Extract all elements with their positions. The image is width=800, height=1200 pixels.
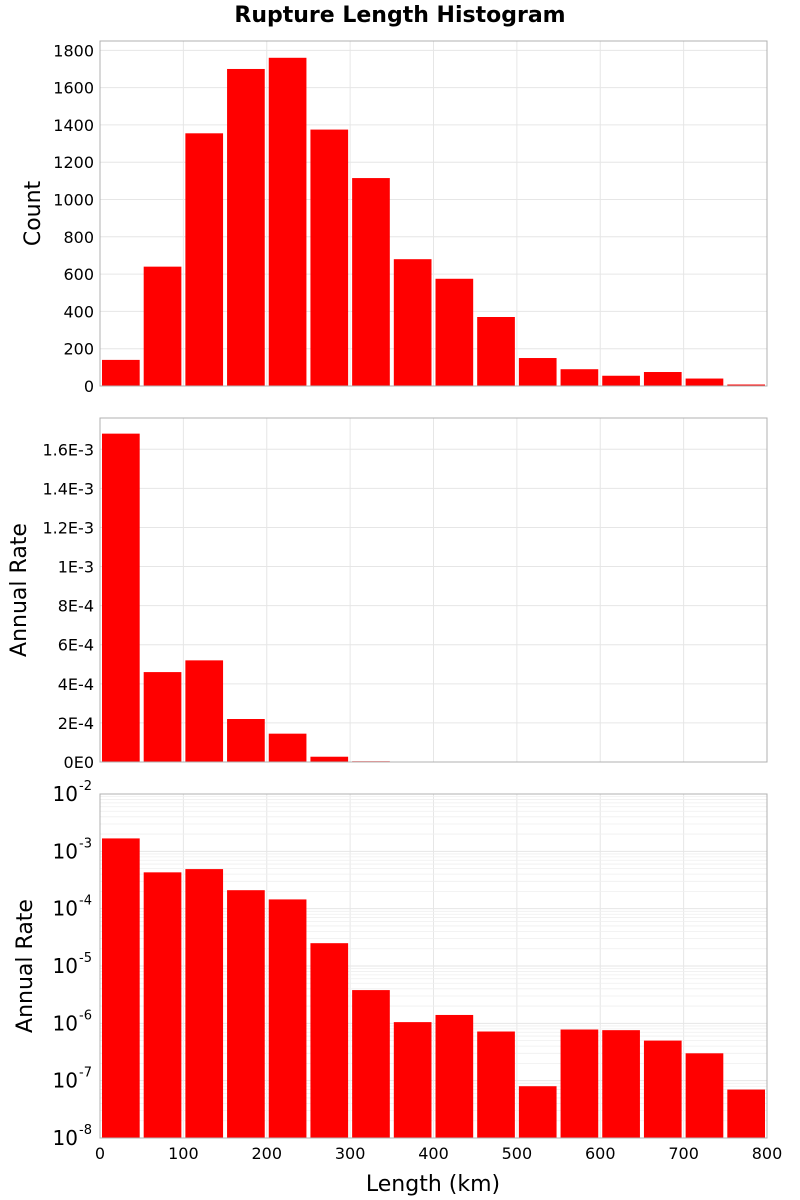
bar bbox=[185, 869, 224, 1138]
x-tick-label: 300 bbox=[335, 1144, 366, 1163]
plot-frame bbox=[99, 417, 768, 763]
y-tick-label: 1E-3 bbox=[58, 558, 94, 577]
bar bbox=[643, 1040, 682, 1138]
x-axis-label: Length (km) bbox=[366, 1172, 500, 1197]
y-tick-exponent: -3 bbox=[79, 836, 92, 851]
x-tick-label: 500 bbox=[502, 1144, 533, 1163]
x-tick-label: 0 bbox=[95, 1144, 105, 1163]
bar bbox=[185, 660, 224, 762]
bar bbox=[310, 756, 349, 762]
y-tick-label: 800 bbox=[63, 228, 94, 247]
bar bbox=[143, 266, 182, 386]
x-tick-label: 600 bbox=[585, 1144, 616, 1163]
count-panel: 0 200 400 600 800 1000 1200 1400 1600 1800 Count bbox=[21, 40, 768, 396]
y-tick-exponent: -4 bbox=[79, 894, 92, 909]
y-tick-label: 1000 bbox=[53, 191, 94, 210]
y-tick-exponent: -6 bbox=[79, 1008, 92, 1023]
bar bbox=[227, 890, 265, 1138]
annual-rate-linear-panel: 0E0 2E-4 4E-4 6E-4 8E-4 1E-3 1.2E-3 1.4E-3 1.6E-… bbox=[7, 417, 768, 772]
chart-title: Rupture Length Histogram bbox=[234, 3, 565, 28]
bar bbox=[435, 278, 474, 386]
y-tick-label: 8E-4 bbox=[58, 597, 94, 616]
bar bbox=[435, 1014, 474, 1138]
y-axis-label: Annual Rate bbox=[7, 523, 32, 657]
bar bbox=[393, 1022, 432, 1138]
y-tick-exponent: -2 bbox=[79, 779, 92, 794]
bar bbox=[477, 317, 515, 386]
bar bbox=[727, 384, 765, 386]
bar bbox=[685, 1053, 724, 1138]
y-tick-label: 6E-4 bbox=[58, 636, 94, 655]
y-tick-label: 400 bbox=[63, 302, 94, 321]
y-tick-label: 0E0 bbox=[64, 753, 94, 772]
y-tick-label: 1.4E-3 bbox=[42, 479, 94, 498]
bar bbox=[268, 733, 307, 762]
y-tick-label: 0 bbox=[84, 377, 94, 396]
bar bbox=[518, 358, 557, 386]
y-axis-label: Annual Rate bbox=[13, 899, 38, 1033]
bar bbox=[560, 369, 599, 386]
plot-frame bbox=[99, 793, 768, 1139]
bar bbox=[352, 990, 390, 1138]
bar bbox=[268, 899, 307, 1138]
bar bbox=[310, 943, 349, 1138]
bar bbox=[102, 433, 140, 762]
y-tick-label: 1.6E-3 bbox=[42, 440, 94, 459]
bar bbox=[643, 372, 682, 386]
y-tick-label: 4E-4 bbox=[58, 675, 94, 694]
x-axis: 0 100 200 300 400 500 600 700 800 bbox=[95, 1144, 782, 1163]
bar bbox=[227, 719, 265, 762]
y-tick-label: 10 bbox=[53, 1011, 78, 1035]
y-tick-label: 10 bbox=[53, 954, 78, 978]
bar bbox=[268, 57, 307, 386]
bar bbox=[393, 259, 432, 386]
plot-frame bbox=[99, 40, 768, 387]
y-tick-label: 1800 bbox=[53, 41, 94, 60]
y-tick-label: 1600 bbox=[53, 79, 94, 98]
bar bbox=[560, 1029, 599, 1138]
bar bbox=[102, 838, 140, 1138]
y-tick-label: 2E-4 bbox=[58, 714, 94, 733]
bar bbox=[602, 1030, 640, 1138]
x-tick-label: 800 bbox=[752, 1144, 783, 1163]
y-tick-label: 10 bbox=[53, 782, 78, 806]
y-tick-label: 10 bbox=[53, 1126, 78, 1150]
y-tick-label: 1.2E-3 bbox=[42, 518, 94, 537]
bar bbox=[685, 378, 724, 386]
y-tick-label: 200 bbox=[63, 340, 94, 359]
bar bbox=[727, 1089, 765, 1138]
bar bbox=[185, 133, 224, 386]
y-tick-exponent: -5 bbox=[79, 951, 92, 966]
bar bbox=[518, 1086, 557, 1138]
y-tick-exponent: -7 bbox=[79, 1066, 92, 1081]
x-tick-label: 700 bbox=[668, 1144, 699, 1163]
x-tick-label: 400 bbox=[418, 1144, 449, 1163]
y-tick-label: 10 bbox=[53, 1069, 78, 1093]
bar bbox=[227, 68, 265, 387]
x-tick-label: 200 bbox=[251, 1144, 282, 1163]
y-tick-label: 10 bbox=[53, 897, 78, 921]
bar bbox=[352, 178, 390, 386]
bar bbox=[477, 1031, 515, 1138]
x-tick-label: 100 bbox=[168, 1144, 199, 1163]
bar bbox=[310, 129, 349, 386]
bar bbox=[143, 872, 182, 1138]
y-tick-label: 1400 bbox=[53, 116, 94, 135]
y-tick-exponent: -8 bbox=[79, 1123, 92, 1138]
bar bbox=[143, 672, 182, 762]
y-axis-label: Count bbox=[21, 180, 46, 246]
bar bbox=[102, 359, 140, 386]
y-tick-label: 10 bbox=[53, 839, 78, 863]
y-tick-label: 1200 bbox=[53, 153, 94, 172]
bar bbox=[602, 375, 640, 386]
y-tick-label: 600 bbox=[63, 265, 94, 284]
